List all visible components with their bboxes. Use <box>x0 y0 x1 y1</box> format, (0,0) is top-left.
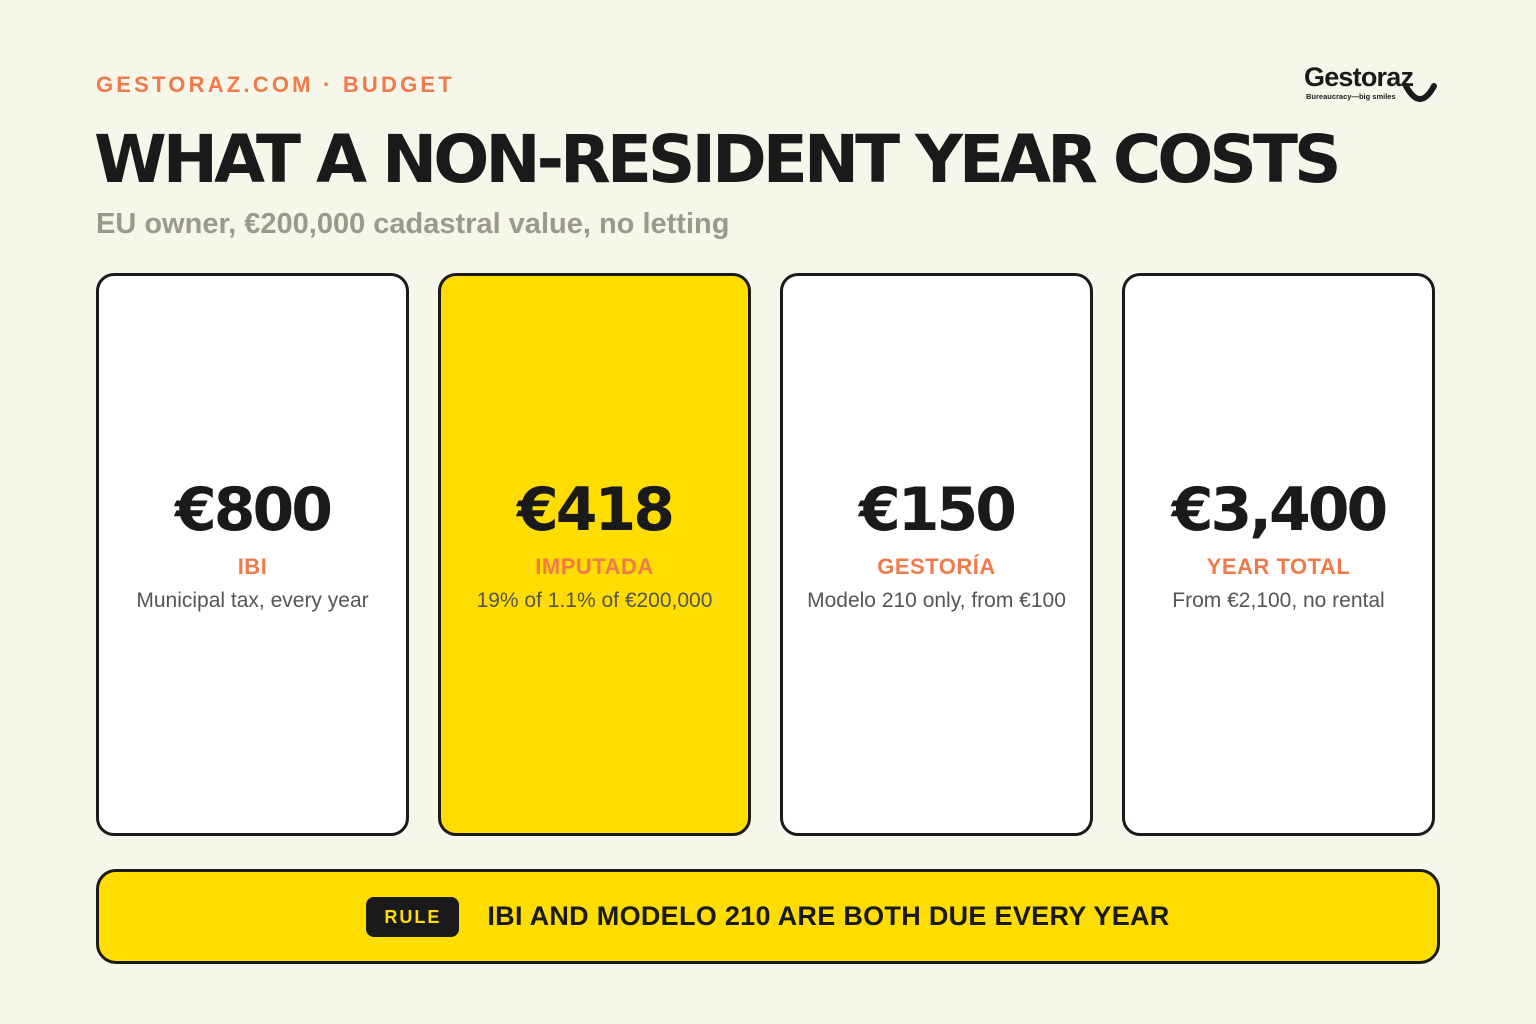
smile-icon <box>1403 83 1437 102</box>
rule-badge: RULE <box>366 896 460 937</box>
rule-text: IBI AND MODELO 210 ARE BOTH DUE EVERY YE… <box>487 901 1170 931</box>
page-title: WHAT A NON-RESIDENT YEAR COSTS <box>94 121 1342 198</box>
eyebrow-label: GESTORAZ.COM · BUDGET <box>96 72 455 97</box>
card-value: €800 <box>175 474 333 545</box>
rule-banner: RULE IBI AND MODELO 210 ARE BOTH DUE EVE… <box>96 869 1440 964</box>
cost-card-imputada: €418 IMPUTADA 19% of 1.1% of €200,000 <box>438 273 751 836</box>
card-description: Modelo 210 only, from €100 <box>807 588 1066 612</box>
cost-card-gestoria: €150 GESTORÍA Modelo 210 only, from €100 <box>780 273 1093 836</box>
logo-tagline: Bureaucracy—big smiles <box>1306 92 1396 101</box>
card-label: YEAR TOTAL <box>1206 553 1351 579</box>
card-label: IBI <box>237 553 268 579</box>
cost-card-year-total: €3,400 YEAR TOTAL From €2,100, no rental <box>1122 273 1435 836</box>
page-subtitle: EU owner, €200,000 cadastral value, no l… <box>96 208 730 240</box>
card-label: GESTORÍA <box>877 553 996 579</box>
logo-wordmark: Gestoraz <box>1304 62 1414 92</box>
card-value: €150 <box>859 474 1017 545</box>
card-description: From €2,100, no rental <box>1172 588 1385 612</box>
card-description: 19% of 1.1% of €200,000 <box>476 588 713 612</box>
cost-card-ibi: €800 IBI Municipal tax, every year <box>96 273 409 836</box>
card-description: Municipal tax, every year <box>136 588 369 612</box>
card-label: IMPUTADA <box>535 553 654 579</box>
card-value: €3,400 <box>1171 474 1389 545</box>
card-value: €418 <box>517 474 675 545</box>
brand-logo[interactable]: Gestoraz Bureaucracy—big smiles <box>1300 62 1440 108</box>
